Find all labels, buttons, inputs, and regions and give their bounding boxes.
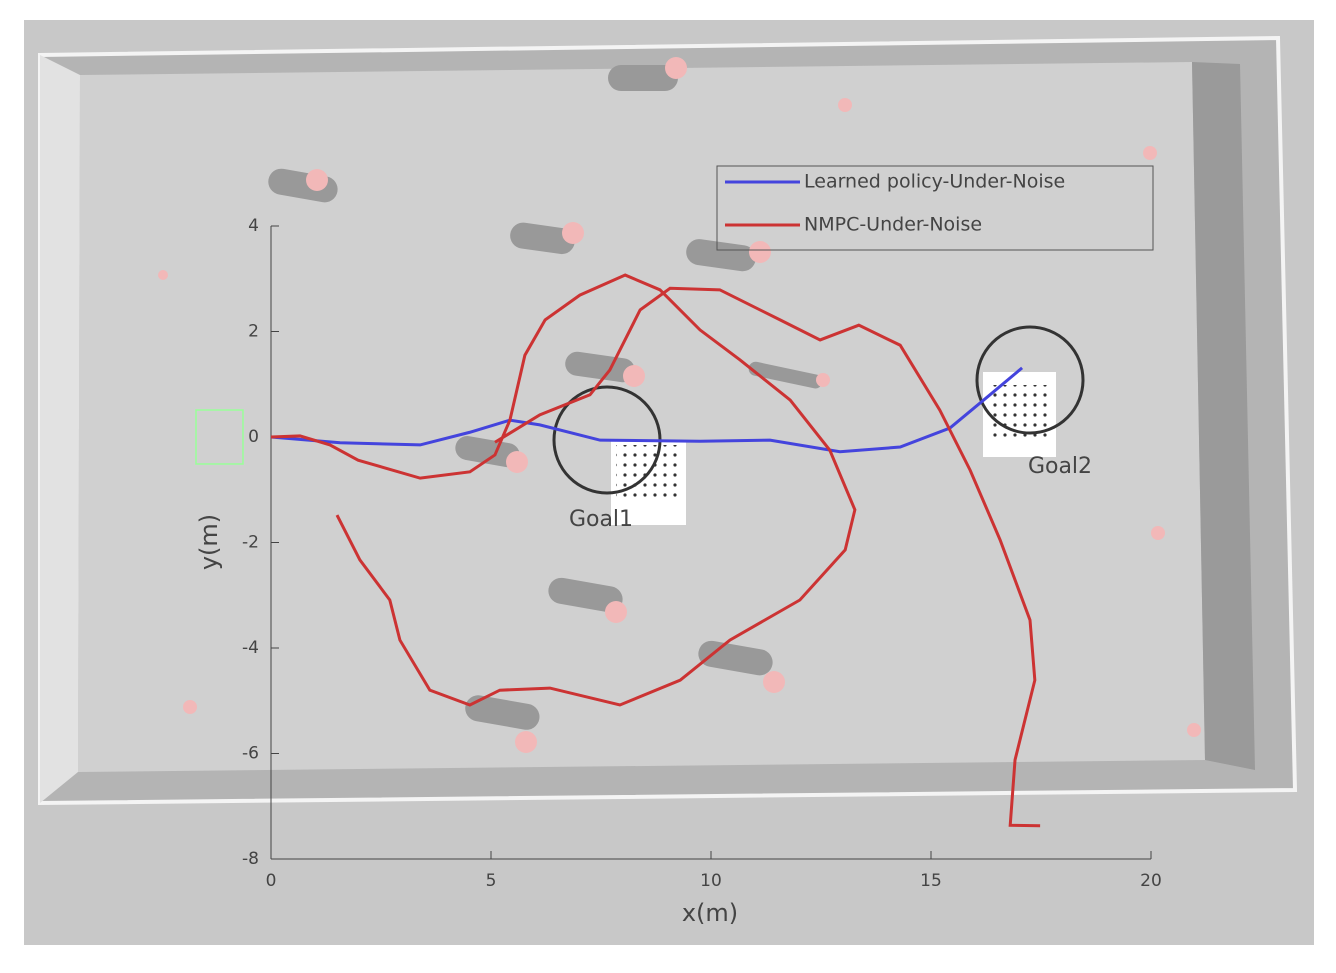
line xyxy=(270,366,1024,454)
y-tick-label: -4 xyxy=(242,638,259,658)
scene xyxy=(24,20,1314,945)
line xyxy=(270,273,1041,828)
annotation: Goal2 xyxy=(1028,454,1092,479)
y-tick-label: -8 xyxy=(242,849,259,869)
annotation: Goal1 xyxy=(569,507,633,532)
y-tick-label: -6 xyxy=(242,744,259,764)
x-tick-label: 5 xyxy=(486,871,497,891)
legend-label: NMPC-Under-Noise xyxy=(804,214,982,236)
x-tick-label: 20 xyxy=(1140,871,1162,891)
y-tick-label: 0 xyxy=(248,427,259,447)
y-tick-label: -2 xyxy=(242,533,259,553)
x-tick-label: 0 xyxy=(266,871,277,891)
legend-label: Learned policy-Under-Noise xyxy=(804,171,1065,193)
y-tick-label: 4 xyxy=(248,216,259,236)
y-axis-label: y(m) xyxy=(195,514,223,570)
y-tick-label: 2 xyxy=(248,322,259,342)
x-axis-label: x(m) xyxy=(682,899,738,927)
x-tick-label: 15 xyxy=(920,871,942,891)
x-tick-label: 10 xyxy=(700,871,722,891)
